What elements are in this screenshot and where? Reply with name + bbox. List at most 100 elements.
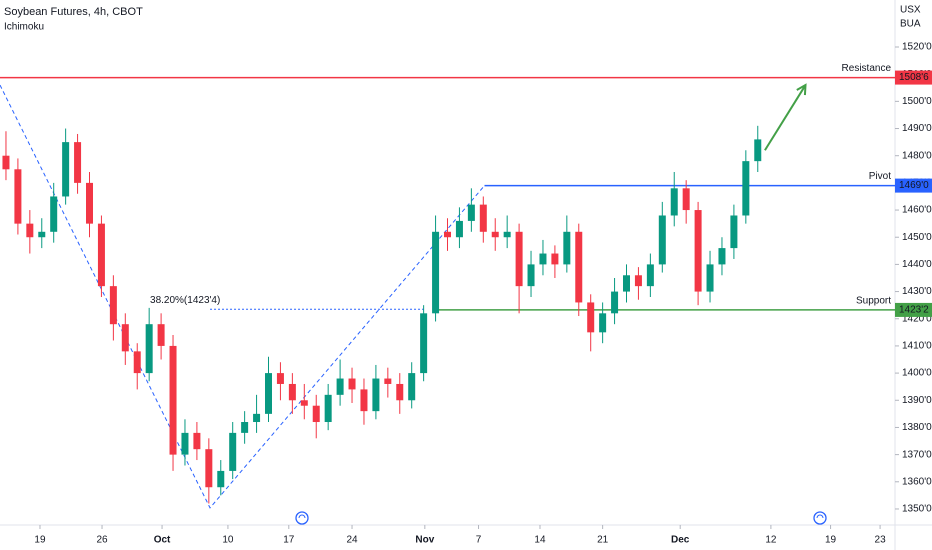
candle-body — [169, 345, 177, 455]
x-tick-label: 14 — [534, 535, 546, 546]
x-tick-label: 10 — [222, 535, 234, 546]
y-tick-label: 1460'0 — [902, 205, 932, 216]
candle-body — [205, 449, 213, 488]
y-tick-label: 1390'0 — [902, 395, 932, 406]
x-tick-label: 21 — [597, 535, 609, 546]
x-tick-label: 26 — [96, 535, 108, 546]
candle-body — [384, 378, 392, 384]
level-price-label: 1508'6 — [899, 72, 929, 83]
y-tick-label: 1410'0 — [902, 341, 932, 352]
candle-body — [706, 264, 714, 292]
indicator-name: Ichimoku — [4, 22, 44, 33]
y-tick-label: 1440'0 — [902, 259, 932, 270]
candle-body — [539, 253, 547, 265]
candle-body — [479, 204, 487, 232]
arrow-head — [796, 83, 807, 96]
x-tick-label: 19 — [825, 535, 837, 546]
candle-body — [109, 286, 117, 325]
candle-body — [396, 383, 404, 401]
candle-body — [634, 275, 642, 287]
x-tick-label: 23 — [875, 535, 887, 546]
x-tick-label: 12 — [765, 535, 777, 546]
level-price-box — [895, 70, 932, 85]
candle-body — [611, 291, 619, 314]
candle-body — [62, 142, 70, 197]
x-tick-label: Dec — [671, 535, 690, 546]
level-price-box — [895, 302, 932, 317]
candle-body — [730, 215, 738, 249]
candle-body — [2, 155, 10, 170]
chart-title: Soybean Futures, 4h, CBOT — [4, 6, 143, 18]
candle-body — [455, 220, 463, 238]
y-tick-label: 1520'0 — [902, 42, 932, 53]
arrow-shaft — [764, 84, 807, 151]
y-tick-label: 1430'0 — [902, 286, 932, 297]
candle-body — [515, 231, 523, 287]
x-tick-label: Nov — [415, 535, 434, 546]
candle-body — [14, 169, 22, 224]
x-tick-label: 7 — [476, 535, 482, 546]
candle-body — [420, 313, 428, 374]
candle-body — [408, 373, 416, 401]
unit: BUA — [900, 19, 921, 30]
candle-body — [50, 196, 58, 232]
candle-body — [527, 264, 535, 287]
currency: USX — [900, 5, 921, 16]
candle-body — [718, 248, 726, 265]
candle-body — [265, 373, 272, 414]
candle-body — [551, 253, 559, 265]
candle-body — [670, 188, 678, 216]
x-tick-label: 19 — [34, 535, 46, 546]
fib-label: 38.20%(1423'4) — [150, 295, 220, 306]
x-tick-label: 24 — [346, 535, 358, 546]
candle-body — [97, 223, 105, 287]
candle-body — [444, 231, 451, 238]
candle-body — [360, 389, 368, 412]
candle-body — [276, 373, 284, 384]
event-icon[interactable] — [295, 511, 309, 525]
candle-body — [38, 231, 46, 238]
level-price-label: 1469'0 — [899, 180, 929, 191]
y-tick-label: 1360'0 — [902, 476, 932, 487]
candle-body — [312, 405, 320, 423]
y-tick-label: 1400'0 — [902, 368, 932, 379]
candle-body — [694, 210, 702, 292]
y-tick-label: 1500'0 — [902, 96, 932, 107]
level-price-box — [895, 178, 932, 193]
candle-body — [503, 231, 511, 238]
candle-body — [193, 432, 201, 450]
candle-body — [658, 215, 666, 265]
y-tick-label: 1370'0 — [902, 449, 932, 460]
candle-body — [754, 139, 762, 162]
y-tick-label: 1420'0 — [902, 313, 932, 324]
candle-body — [742, 161, 750, 216]
candle-body — [288, 383, 296, 401]
candle-body — [300, 400, 308, 406]
x-tick-label: 17 — [283, 535, 295, 546]
candle-body — [157, 324, 165, 346]
candle-body — [575, 231, 583, 303]
candle-body — [467, 204, 475, 221]
y-tick-label: 1480'0 — [902, 150, 932, 161]
candle-body — [241, 422, 249, 433]
candle-body — [491, 231, 499, 238]
level-name: Support — [856, 296, 891, 307]
candle-body — [133, 351, 141, 374]
candle-body — [253, 413, 261, 423]
candle-body — [587, 302, 595, 333]
candle-body — [86, 182, 93, 224]
level-name: Resistance — [842, 63, 892, 74]
candle-body — [217, 470, 225, 488]
candle-body — [229, 432, 237, 471]
trendline — [0, 84, 485, 509]
candle-body — [372, 378, 380, 412]
candle-body — [74, 142, 82, 183]
event-icon[interactable] — [813, 511, 827, 525]
candle-body — [121, 324, 129, 352]
candle-body — [432, 231, 440, 314]
level-name: Pivot — [869, 171, 891, 182]
candle-body — [181, 432, 189, 455]
level-price-label: 1423'2 — [899, 305, 929, 316]
y-tick-label: 1450'0 — [902, 232, 932, 243]
